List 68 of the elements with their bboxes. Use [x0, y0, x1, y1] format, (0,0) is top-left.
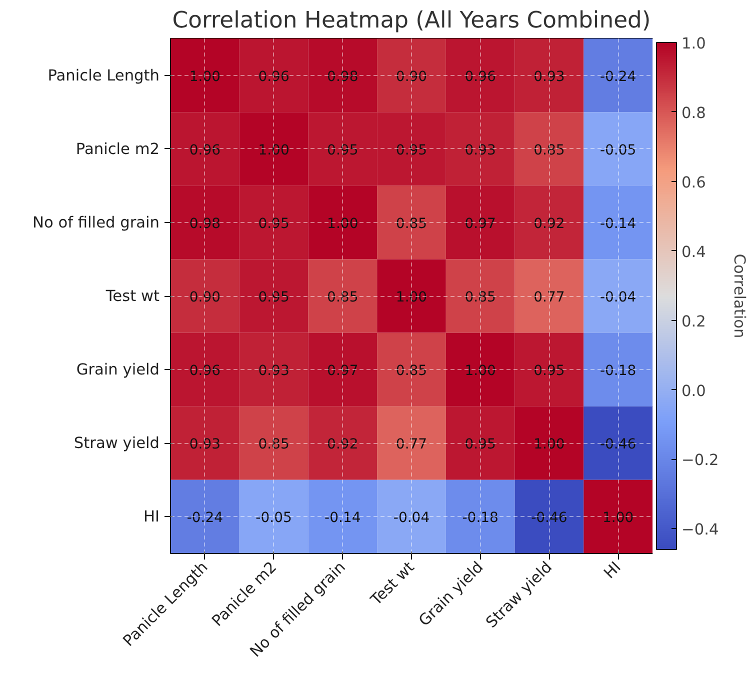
data-label: 0.92: [534, 216, 565, 232]
y-tick-label: HI: [143, 508, 160, 526]
color-bar-label: 0.2: [682, 312, 706, 330]
color-bar-label: −0.2: [682, 451, 719, 470]
data-label: -0.18: [600, 363, 636, 380]
data-label: 0.85: [534, 142, 565, 158]
y-tick-label: Panicle Length: [48, 66, 160, 84]
data-label: 1.00: [534, 436, 565, 453]
data-label: 0.93: [464, 142, 496, 158]
data-label: -0.14: [324, 510, 361, 526]
data-label: -0.04: [393, 510, 430, 526]
color-bar-label: −0.4: [682, 520, 719, 539]
data-label: 0.95: [258, 216, 290, 232]
data-label: -0.05: [600, 142, 636, 158]
data-label: 0.85: [396, 363, 428, 380]
data-label: -0.24: [600, 68, 636, 85]
y-tick-label: Straw yield: [74, 434, 160, 452]
color-bar-label: 0.4: [682, 242, 706, 261]
color-bar-title: Correlation: [730, 254, 748, 338]
color-bar-label: 0.0: [682, 382, 706, 400]
data-label: 0.95: [396, 142, 428, 158]
color-bar-label: 1.0: [682, 34, 706, 52]
data-label: 0.97: [464, 216, 496, 232]
data-label: 1.00: [396, 290, 428, 306]
data-label: 0.92: [327, 436, 358, 453]
data-label: 0.85: [464, 290, 496, 306]
data-label: 1.00: [464, 363, 496, 380]
color-bar-label: 0.8: [682, 104, 706, 122]
data-label: -0.05: [256, 510, 292, 526]
data-label: 0.95: [464, 436, 496, 453]
data-label: 0.96: [189, 363, 221, 380]
data-label: 0.96: [258, 68, 290, 85]
data-label: 1.00: [189, 68, 221, 85]
x-tick-label: HI: [600, 558, 624, 582]
data-label: 1.00: [327, 216, 358, 232]
data-label: -0.46: [531, 510, 568, 526]
data-label: 0.98: [327, 68, 358, 85]
data-label: 0.93: [258, 363, 290, 380]
data-label: 0.77: [396, 436, 428, 453]
data-label: 0.95: [258, 290, 290, 306]
color-bar-label: 0.6: [682, 173, 706, 192]
data-label: 0.77: [534, 290, 565, 306]
data-label: -0.46: [600, 436, 636, 453]
y-tick-label: Test wt: [104, 287, 160, 305]
data-label: -0.14: [600, 216, 636, 232]
data-label: 0.85: [396, 216, 428, 232]
data-label: 0.93: [189, 436, 221, 453]
data-label: 1.00: [602, 510, 634, 526]
data-label: 0.90: [396, 68, 428, 85]
data-label: 0.95: [327, 142, 358, 158]
data-label: 0.96: [464, 68, 496, 85]
data-label: 0.96: [189, 142, 221, 158]
data-label: 0.90: [189, 290, 221, 306]
data-label: 0.85: [327, 290, 358, 306]
data-label: 0.97: [327, 363, 358, 380]
data-label: 0.93: [534, 68, 565, 85]
chart-title: Correlation Heatmap (All Years Combined): [172, 8, 651, 34]
data-label: 0.85: [258, 436, 290, 453]
y-tick-label: Grain yield: [76, 360, 160, 379]
data-label: -0.24: [186, 510, 224, 526]
x-tick-label: Test wt: [366, 558, 418, 610]
data-label: 0.95: [534, 363, 565, 380]
y-tick-label: No of filled grain: [32, 213, 160, 232]
data-label: 1.00: [258, 142, 290, 158]
y-tick-label: Panicle m2: [76, 140, 160, 158]
data-label: -0.18: [462, 510, 498, 526]
data-label: -0.04: [600, 290, 636, 306]
data-label: 0.98: [189, 216, 221, 232]
